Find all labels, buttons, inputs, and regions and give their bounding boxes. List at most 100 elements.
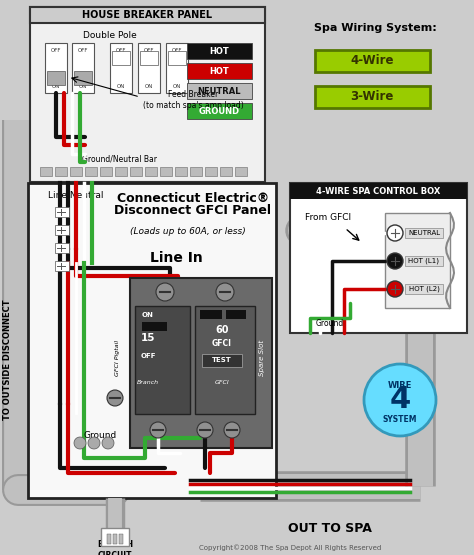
Text: Copyright©2008 The Spa Depot All Rights Reserved: Copyright©2008 The Spa Depot All Rights …: [199, 544, 381, 551]
Bar: [220, 167, 232, 176]
Text: HOUSE BREAKER PANEL: HOUSE BREAKER PANEL: [82, 10, 212, 20]
Text: ON: ON: [79, 83, 87, 88]
Bar: [175, 167, 187, 176]
Bar: [235, 167, 247, 176]
Text: Double Pole: Double Pole: [83, 31, 137, 39]
Text: HOT (L1): HOT (L1): [409, 258, 439, 264]
Bar: [405, 256, 443, 266]
Circle shape: [156, 283, 174, 301]
Text: Line In: Line In: [150, 251, 202, 265]
Bar: [187, 63, 252, 79]
Text: Spa Wiring System:: Spa Wiring System:: [314, 23, 437, 33]
Bar: [315, 50, 430, 72]
Bar: [130, 167, 142, 176]
Text: TO OUTSIDE DISCONNECT: TO OUTSIDE DISCONNECT: [3, 300, 12, 420]
Text: BRANCH
CIRCUIT: BRANCH CIRCUIT: [97, 541, 133, 555]
Circle shape: [102, 437, 114, 449]
Text: Connecticut Electric®: Connecticut Electric®: [117, 191, 269, 204]
Bar: [315, 86, 430, 108]
Bar: [290, 183, 467, 199]
Circle shape: [74, 437, 86, 449]
Text: SYSTEM: SYSTEM: [383, 416, 417, 425]
Bar: [55, 207, 69, 217]
Bar: [405, 284, 443, 294]
Text: OFF: OFF: [78, 48, 88, 53]
Bar: [385, 213, 450, 308]
Bar: [140, 51, 158, 65]
Circle shape: [88, 437, 100, 449]
Bar: [30, 7, 265, 182]
Bar: [130, 278, 272, 448]
Bar: [195, 306, 255, 414]
Bar: [70, 167, 82, 176]
Bar: [45, 43, 67, 93]
Bar: [115, 167, 127, 176]
Text: 4-Wire: 4-Wire: [350, 54, 394, 68]
Text: Spare Slot: Spare Slot: [259, 340, 265, 376]
Text: GROUND: GROUND: [199, 107, 239, 115]
Bar: [160, 167, 172, 176]
Text: Feed Breaker
(to match spa's amp load): Feed Breaker (to match spa's amp load): [143, 90, 243, 110]
Bar: [187, 103, 252, 119]
Bar: [28, 183, 276, 498]
Text: OFF: OFF: [144, 48, 154, 53]
Text: OFF: OFF: [172, 48, 182, 53]
Bar: [226, 310, 246, 319]
Text: 4: 4: [389, 386, 410, 415]
Bar: [138, 43, 160, 93]
Text: Ground: Ground: [316, 319, 344, 327]
Text: 3-Wire: 3-Wire: [350, 90, 394, 103]
Bar: [112, 51, 130, 65]
Text: Disconnect GFCI Panel: Disconnect GFCI Panel: [115, 204, 272, 218]
Text: ON: ON: [173, 83, 181, 88]
Bar: [135, 306, 190, 414]
Bar: [55, 261, 69, 271]
Text: Ground: Ground: [83, 431, 117, 440]
Bar: [113, 534, 117, 544]
Bar: [200, 310, 222, 319]
Text: 15: 15: [141, 333, 155, 343]
Bar: [47, 71, 65, 85]
Bar: [187, 43, 252, 59]
Bar: [110, 43, 132, 93]
Bar: [205, 167, 217, 176]
Text: HOT: HOT: [209, 47, 229, 56]
Text: GFCI: GFCI: [215, 381, 229, 386]
Text: Ground/Neutral Bar: Ground/Neutral Bar: [82, 154, 157, 164]
Text: NEUTRAL: NEUTRAL: [408, 230, 440, 236]
Bar: [202, 354, 242, 367]
Text: OUT TO SPA: OUT TO SPA: [288, 522, 372, 534]
Text: ON: ON: [117, 83, 125, 88]
Bar: [100, 167, 112, 176]
Text: HOT (L2): HOT (L2): [409, 286, 439, 292]
Circle shape: [216, 283, 234, 301]
Text: 60: 60: [215, 325, 229, 335]
Bar: [405, 228, 443, 238]
Bar: [55, 167, 67, 176]
Text: OFF: OFF: [140, 353, 156, 359]
Bar: [190, 167, 202, 176]
Text: WIRE: WIRE: [388, 381, 412, 390]
Text: Line Neutral: Line Neutral: [48, 191, 104, 200]
Text: From GFCI: From GFCI: [305, 214, 351, 223]
Bar: [107, 534, 111, 544]
Text: GFCI: GFCI: [212, 340, 232, 349]
Text: ON: ON: [52, 83, 60, 88]
Bar: [119, 534, 123, 544]
Circle shape: [364, 364, 436, 436]
Bar: [85, 167, 97, 176]
Circle shape: [387, 225, 403, 241]
Bar: [72, 43, 94, 93]
Bar: [74, 71, 92, 85]
Text: ON: ON: [142, 312, 154, 318]
Text: NEUTRAL: NEUTRAL: [197, 87, 241, 95]
Text: OFF: OFF: [51, 48, 61, 53]
Text: HOT: HOT: [209, 67, 229, 75]
Bar: [30, 7, 265, 23]
Circle shape: [197, 422, 213, 438]
Bar: [40, 167, 52, 176]
Bar: [101, 528, 129, 546]
Text: Branch: Branch: [137, 381, 159, 386]
Circle shape: [107, 390, 123, 406]
Bar: [145, 167, 157, 176]
